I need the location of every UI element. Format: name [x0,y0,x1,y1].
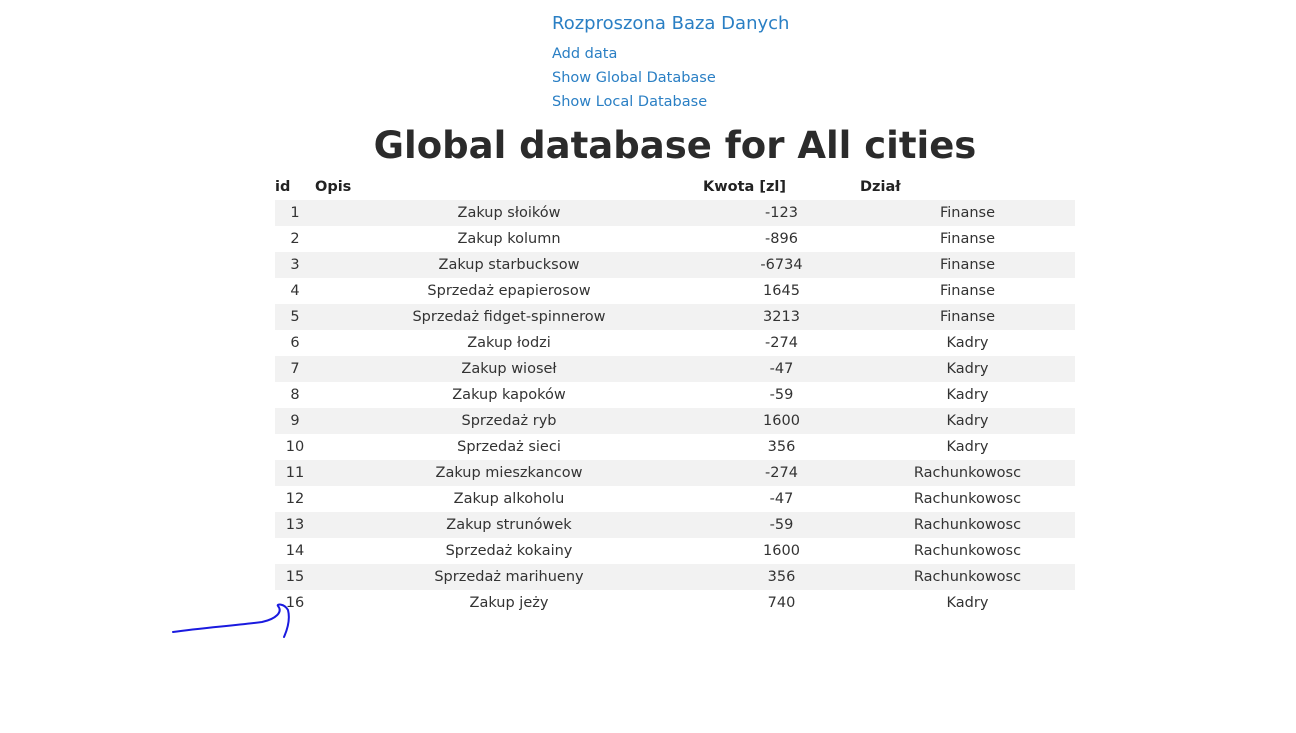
cell-dzial: Finanse [939,283,996,299]
cell-opis: Zakup słoików [457,205,561,221]
cell-opis: Zakup kolumn [457,231,561,247]
cell-id: 15 [285,569,305,585]
global-database-table: id Opis Kwota [zl] Dział 1 Zakup słoików -… [275,174,1075,616]
column-header-id: id [275,179,291,195]
cell-id: 4 [290,283,300,299]
cell-id: 3 [290,257,300,273]
cell-id: 5 [290,309,300,325]
cell-dzial: Finanse [939,257,996,273]
cell-kwota: 1645 [763,283,800,299]
column-header-dzial: Dział [860,179,901,195]
table-row: 3 Zakup starbucksow -6734 Finanse [275,252,1075,278]
cell-id: 7 [290,361,300,377]
column-header-opis: Opis [315,179,352,195]
table-row: 15 Sprzedaż marihueny 356 Rachunkowosc [275,564,1075,590]
table-row: 16 Zakup jeży 740 Kadry [275,590,1075,616]
cell-kwota: 3213 [763,309,800,325]
table-row: 6 Zakup łodzi -274 Kadry [275,330,1075,356]
cell-kwota: -123 [765,205,798,221]
cell-opis: Sprzedaż fidget-spinnerow [412,309,606,325]
cell-opis: Sprzedaż ryb [461,413,557,429]
cell-opis: Sprzedaż marihueny [434,569,584,585]
table-row: 4 Sprzedaż epapierosow 1645 Finanse [275,278,1075,304]
cell-opis: Zakup wioseł [461,361,557,377]
cell-opis: Zakup starbucksow [438,257,580,273]
cell-opis: Sprzedaż sieci [457,439,561,455]
cell-opis: Zakup łodzi [467,335,551,351]
table-row: 13 Zakup strunówek -59 Rachunkowosc [275,512,1075,538]
cell-kwota: -896 [765,231,798,247]
table-row: 11 Zakup mieszkancow -274 Rachunkowosc [275,460,1075,486]
brand-link[interactable]: Rozproszona Baza Danych [552,13,790,34]
cell-kwota: 356 [767,439,796,455]
cell-kwota: 1600 [763,543,800,559]
column-header-kwota: Kwota [zl] [703,179,787,195]
cell-id: 9 [290,413,300,429]
cell-opis: Zakup kapoków [452,387,566,403]
table-row: 2 Zakup kolumn -896 Finanse [275,226,1075,252]
cell-dzial: Rachunkowosc [913,491,1022,507]
cell-kwota: -6734 [760,257,803,273]
cell-dzial: Kadry [946,595,989,611]
cell-dzial: Finanse [939,231,996,247]
cell-dzial: Finanse [939,309,996,325]
cell-id: 10 [285,439,305,455]
cell-dzial: Kadry [946,439,989,455]
cell-id: 16 [285,595,305,611]
page-title: Global database for All cities [373,124,977,167]
cell-id: 6 [290,335,300,351]
cell-dzial: Kadry [946,361,989,377]
cell-dzial: Rachunkowosc [913,517,1022,533]
cell-id: 11 [285,465,305,481]
cell-id: 1 [290,205,300,221]
table-row: 9 Sprzedaż ryb 1600 Kadry [275,408,1075,434]
show-global-database-link[interactable]: Show Global Database [552,70,716,86]
cell-id: 14 [285,543,305,559]
cell-kwota: -59 [769,387,794,403]
table-row: 7 Zakup wioseł -47 Kadry [275,356,1075,382]
cell-opis: Zakup strunówek [446,517,572,533]
cell-dzial: Finanse [939,205,996,221]
cell-dzial: Rachunkowosc [913,543,1022,559]
cell-dzial: Rachunkowosc [913,569,1022,585]
cell-opis: Sprzedaż kokainy [445,543,573,559]
table-body: 1 Zakup słoików -123 Finanse 2 Zakup kolumn -8… [275,200,1075,616]
add-data-link[interactable]: Add data [552,46,618,62]
cell-dzial: Rachunkowosc [913,465,1022,481]
cell-kwota: -274 [765,335,798,351]
table-header-row: id Opis Kwota [zl] Dział [275,174,1075,200]
cell-id: 12 [285,491,305,507]
table-row: 1 Zakup słoików -123 Finanse [275,200,1075,226]
table-row: 5 Sprzedaż fidget-spinnerow 3213 Finanse [275,304,1075,330]
cell-kwota: -59 [769,517,794,533]
table-row: 14 Sprzedaż kokainy 1600 Rachunkowosc [275,538,1075,564]
cell-kwota: -47 [769,491,794,507]
table-row: 12 Zakup alkoholu -47 Rachunkowosc [275,486,1075,512]
top-nav: Rozproszona Baza Danych Add data Show Gl… [552,10,789,114]
cell-opis: Sprzedaż epapierosow [427,283,591,299]
cell-dzial: Kadry [946,335,989,351]
cell-dzial: Kadry [946,413,989,429]
show-local-database-link[interactable]: Show Local Database [552,94,708,110]
cell-opis: Zakup mieszkancow [435,465,583,481]
cell-kwota: -47 [769,361,794,377]
cell-id: 2 [290,231,300,247]
cell-opis: Zakup alkoholu [453,491,565,507]
cell-id: 8 [290,387,300,403]
cell-kwota: 1600 [763,413,800,429]
cell-kwota: 356 [767,569,796,585]
cell-opis: Zakup jeży [469,595,549,611]
cell-kwota: -274 [765,465,798,481]
cell-id: 13 [285,517,305,533]
arrow-stroke [172,603,290,638]
cell-dzial: Kadry [946,387,989,403]
cell-kwota: 740 [767,595,796,611]
table-row: 10 Sprzedaż sieci 356 Kadry [275,434,1075,460]
table-row: 8 Zakup kapoków -59 Kadry [275,382,1075,408]
